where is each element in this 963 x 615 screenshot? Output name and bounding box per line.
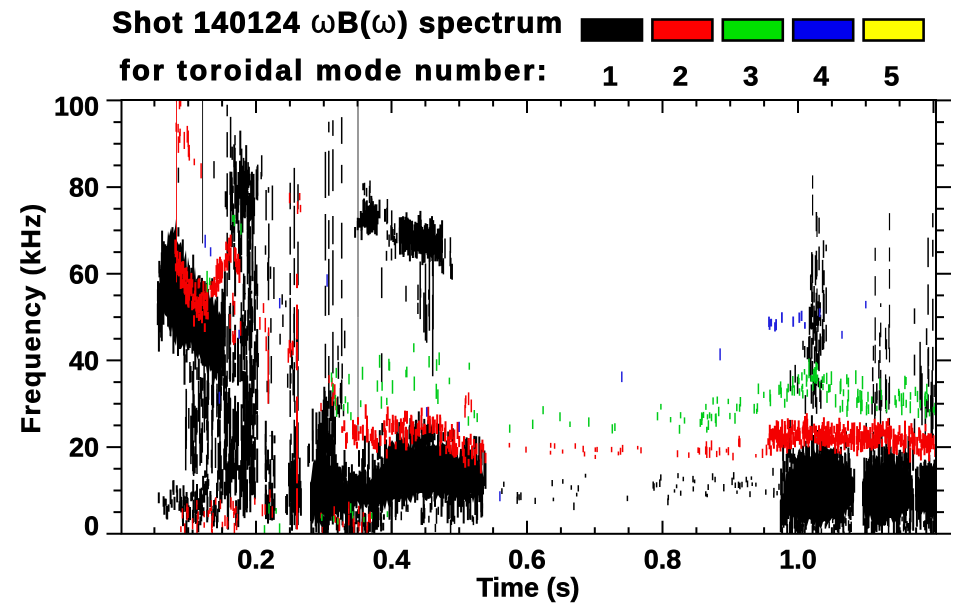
svg-text:0.6: 0.6 xyxy=(508,545,546,575)
svg-text:0.8: 0.8 xyxy=(644,545,682,575)
svg-text:2: 2 xyxy=(673,61,689,92)
svg-text:20: 20 xyxy=(69,433,99,463)
svg-text:1.0: 1.0 xyxy=(779,545,817,575)
svg-text:0.4: 0.4 xyxy=(373,545,411,575)
svg-text:80: 80 xyxy=(69,173,99,203)
svg-text:3: 3 xyxy=(743,61,759,92)
svg-text:100: 100 xyxy=(54,92,99,122)
svg-text:Frequency (kHz): Frequency (kHz) xyxy=(16,202,46,433)
svg-text:for toroidal mode number:: for toroidal mode number: xyxy=(120,55,550,87)
svg-text:5: 5 xyxy=(884,61,900,92)
svg-text:60: 60 xyxy=(69,259,99,289)
svg-text:1: 1 xyxy=(602,61,618,92)
svg-text:0.2: 0.2 xyxy=(237,545,275,575)
svg-text:Shot 140124 ωB(ω) spectrum: Shot 140124 ωB(ω) spectrum xyxy=(112,4,563,40)
svg-text:Time (s): Time (s) xyxy=(476,573,579,603)
svg-text:40: 40 xyxy=(69,346,99,376)
svg-text:4: 4 xyxy=(813,61,829,92)
svg-text:0: 0 xyxy=(84,511,99,541)
